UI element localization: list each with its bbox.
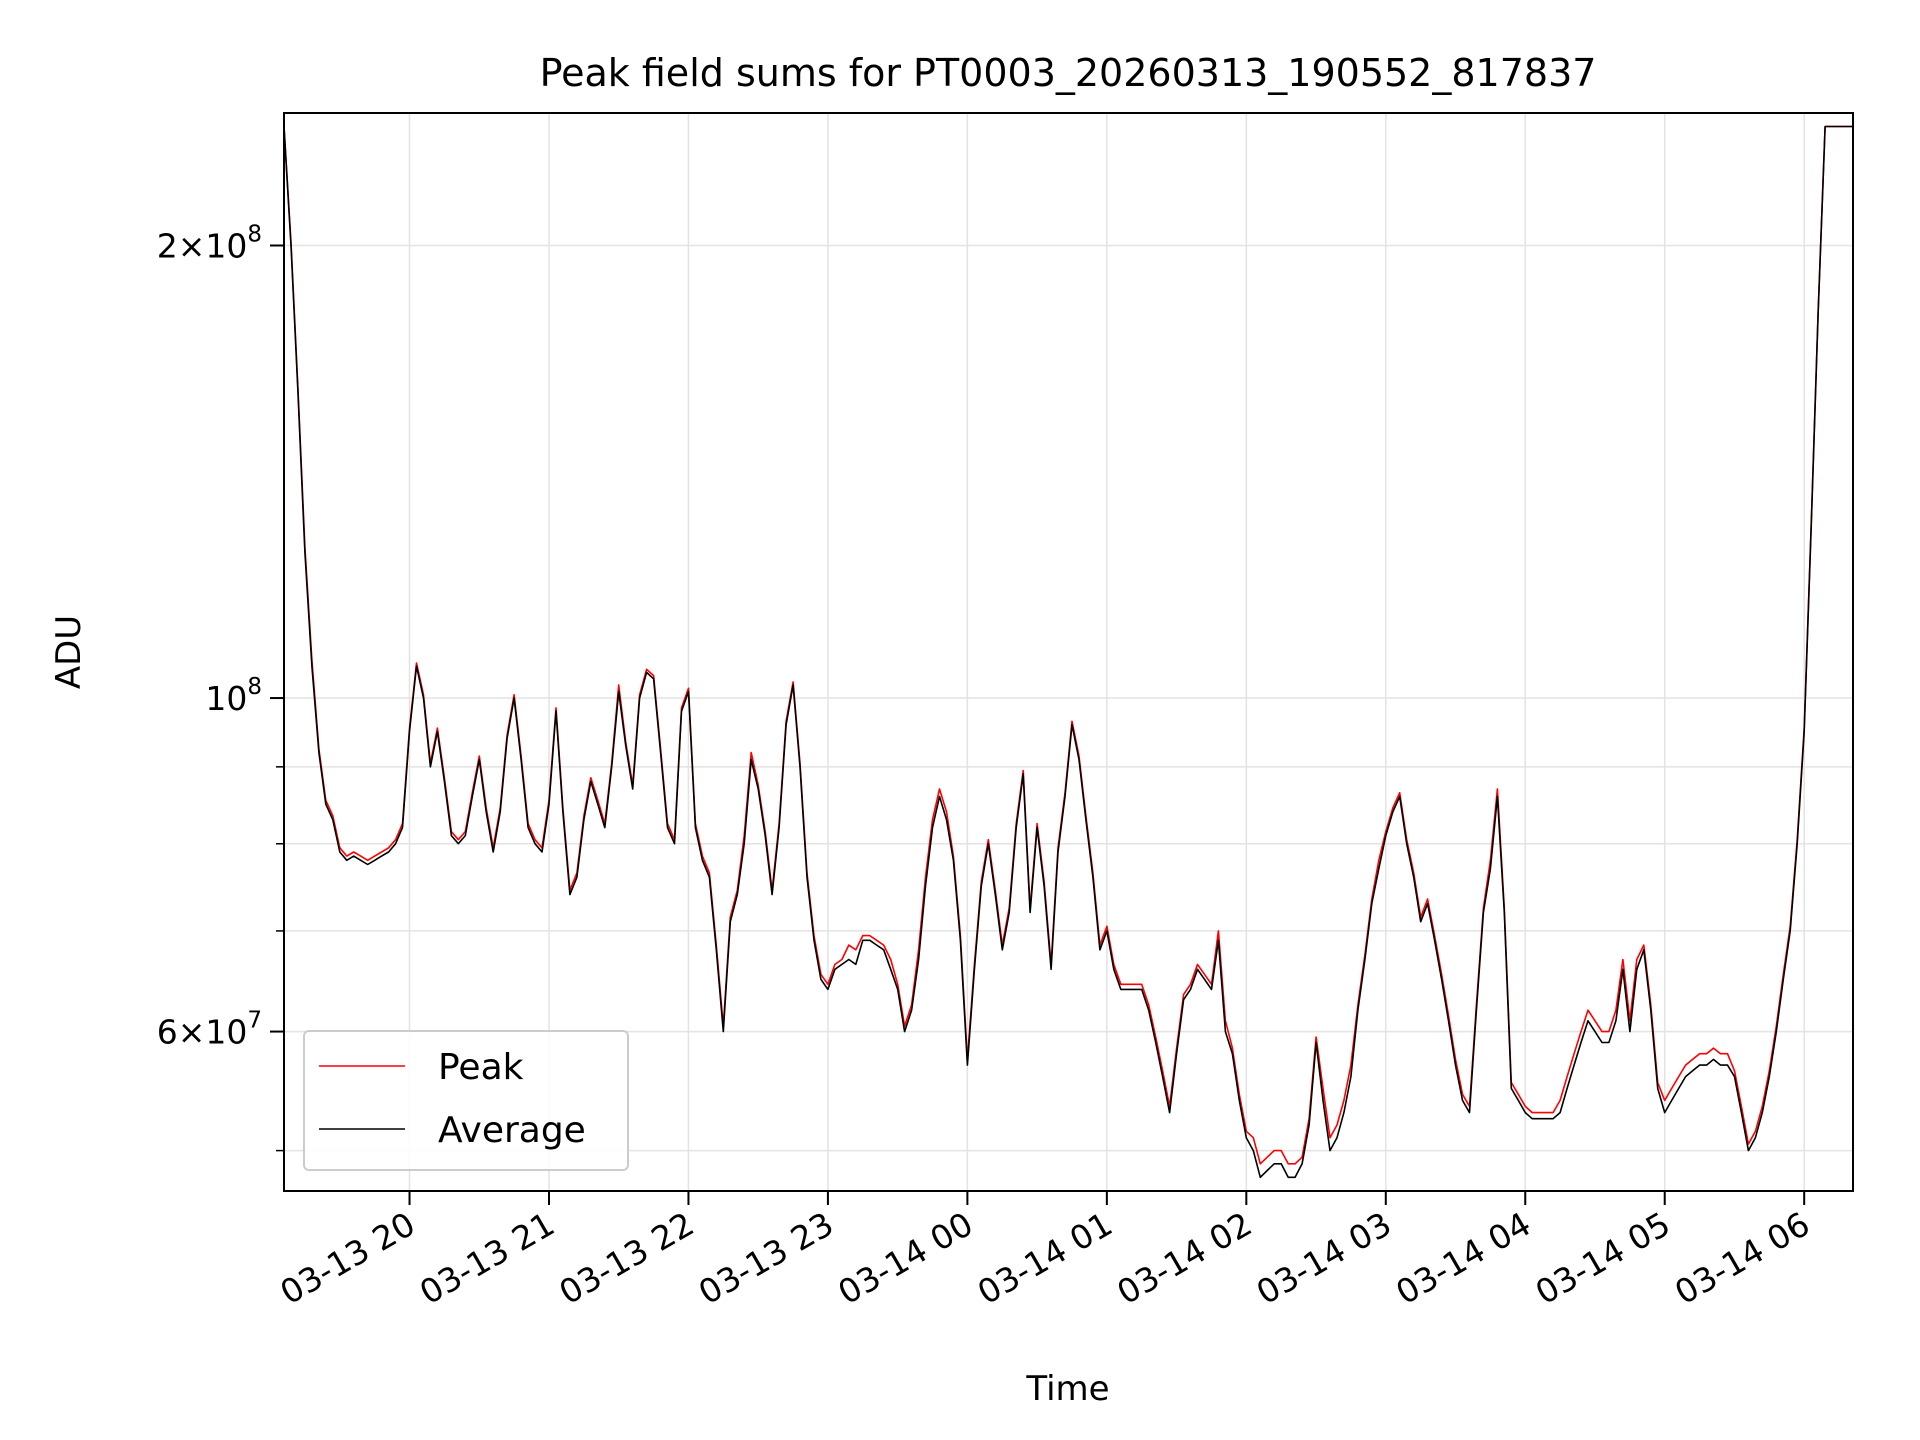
plot-series <box>284 125 1853 1179</box>
y-tick-label: 6×107 <box>157 1008 262 1052</box>
y-tick-label: 2×108 <box>157 221 262 265</box>
legend: Peak Average <box>303 1030 629 1171</box>
x-axis-label: Time <box>1025 1369 1109 1409</box>
y-axis: 6×107 108 2×108 <box>157 221 284 1152</box>
legend-label-average: Average <box>438 1110 586 1151</box>
legend-label-peak: Peak <box>438 1047 524 1088</box>
plot-frame <box>283 112 1854 1192</box>
y-tick-label: 108 <box>205 674 262 718</box>
chart-title: Peak field sums for PT0003_20260313_1905… <box>540 51 1597 95</box>
y-axis-label: ADU <box>49 615 89 689</box>
grid <box>284 113 1853 1191</box>
series-line-average <box>284 125 1853 1179</box>
